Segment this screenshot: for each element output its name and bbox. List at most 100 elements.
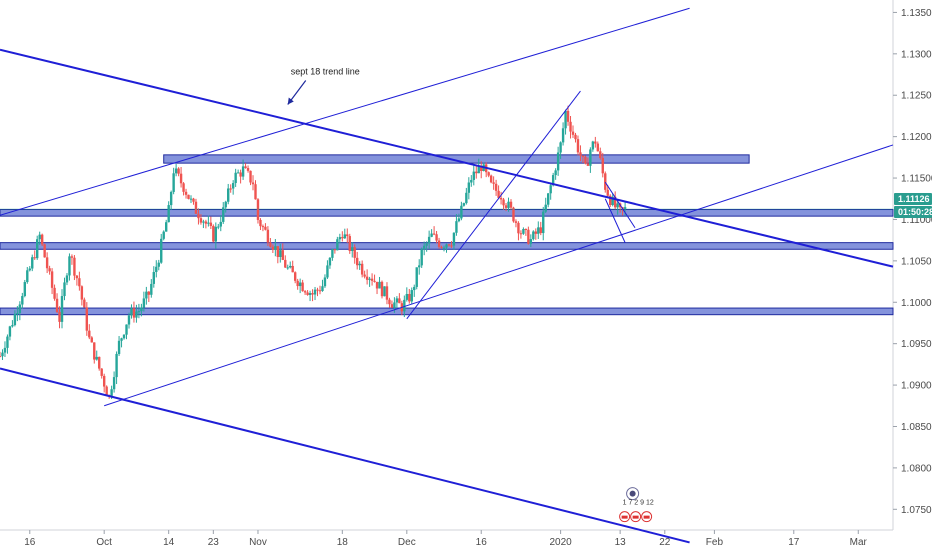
candle-body [537,227,540,234]
candle-body [408,293,411,302]
candle-body [380,281,384,297]
candle-body [249,170,252,183]
candle-body [142,298,146,308]
x-tick-label: 14 [163,537,175,548]
candle-body [313,289,317,295]
candle-body [75,275,79,279]
candle-body [63,282,66,297]
candle-body [390,304,394,308]
annotations: sept 18 trend line [287,67,360,105]
candle-body [90,337,93,343]
candle-body [363,274,366,277]
candle-body [576,139,580,153]
candle-body [132,308,136,318]
candle-body [410,290,413,302]
grid [0,0,894,531]
candle-body [204,221,208,224]
candle-body [130,308,133,316]
candle-body [189,198,193,200]
candle-body [172,173,175,192]
candle-body [494,183,498,191]
candle-body [547,193,550,205]
candle-body [251,182,255,185]
candle-body [594,141,597,144]
x-tick-label: Oct [96,537,112,548]
candle-body [561,128,565,143]
candle-body [36,239,39,259]
candle-body [368,278,371,280]
x-tick-label: Dec [398,537,416,548]
wedge-upper [604,181,636,229]
candle-body [475,171,478,174]
candle-body [502,199,505,206]
candle-body [98,356,101,369]
candle-body [83,299,86,308]
candle-body [1,352,4,357]
candle-body [306,292,309,295]
candle-body [326,265,329,278]
resistance-zone [163,154,750,164]
candle-body [395,298,399,303]
candle-body [58,311,61,322]
candle-body [53,287,56,299]
candle-body [467,182,471,193]
candle-body [343,234,346,239]
candle-body [38,234,41,240]
candle-body [112,377,116,390]
candle-body [13,313,17,326]
candle-body [28,268,31,271]
flag-icon-stripe [621,515,628,519]
trend-lines [0,7,894,544]
candle-body [179,173,183,184]
candle-body [509,201,513,208]
y-tick-label: 1.13500 [901,8,932,19]
candle-body [470,179,473,183]
candle-body [480,166,483,171]
candle-body [209,222,213,226]
candle-body [0,356,2,358]
candle-body [127,315,131,325]
candle-body [184,191,188,195]
candle-body [338,237,342,240]
candle-body [160,238,163,263]
candle-body [373,280,376,282]
candle-body [524,228,528,230]
candle-body [462,203,466,206]
candle-body [45,257,49,269]
candle-body [293,272,297,281]
event-markers[interactable]: 1 7 2 9 12 [619,487,654,523]
candle-body [504,205,508,208]
candle-body [489,175,493,183]
candle-body [174,168,178,174]
candle-body [427,236,431,244]
candle-body [365,276,369,280]
candle-body [378,281,381,289]
sept18-trend-line [0,48,894,268]
candle-body [177,168,180,174]
candle-body [318,290,322,292]
candle-body [442,247,446,249]
candle-body [60,296,64,322]
candle-body [31,257,34,269]
candle-body [192,198,195,202]
candle-body [229,188,232,190]
candle-body [274,246,277,250]
price-tags: 1.11126 01:50:28 [894,193,932,219]
candle-body [259,219,262,227]
candle-body [418,265,421,268]
candle-body [88,330,91,338]
candle-body [432,233,436,235]
candle-body [440,246,443,248]
candle-body [197,213,200,219]
candle-body [609,195,612,206]
candle-body [115,353,118,378]
candle-body [212,225,215,242]
x-axis: 16 Oct 14 23 Nov 18 Dec 16 2020 13 22 Feb 17 Mar [24,530,868,548]
candle-body [217,226,220,228]
y-tick-label: 1.10500 [901,256,932,267]
candle-body [348,236,351,251]
y-tick-label: 1.09500 [901,339,932,350]
candle-body [145,291,148,299]
candle-body [544,204,547,212]
